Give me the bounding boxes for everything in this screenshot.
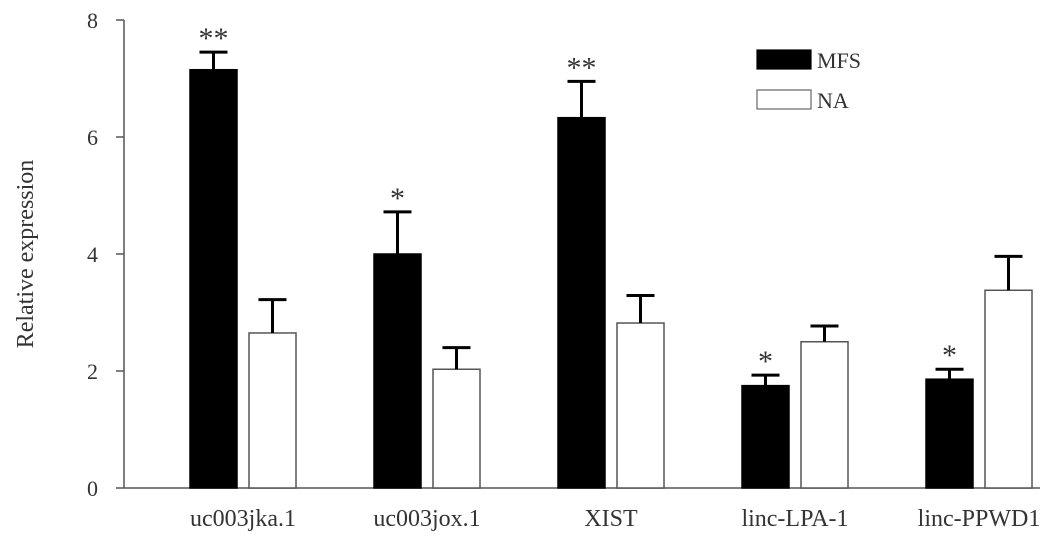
x-axis: uc003jka.1 uc003jox.1 XIST linc-LPA-1 linc-P… [124,487,1041,532]
significance-marker: * [942,339,957,372]
y-tick-label: 6 [87,125,98,150]
significance-marker: ** [567,51,597,84]
x-tick-label: uc003jox.1 [373,506,480,532]
bar-group: ** [189,22,297,489]
bar-na [616,322,665,489]
x-tick-label: linc-PPWD1 [918,506,1041,532]
bar-mfs [557,116,606,489]
bar-mfs [373,253,422,489]
significance-marker: * [758,345,773,378]
legend-swatch-na [756,89,812,110]
bar-group: * [741,324,849,489]
bar-na [984,289,1033,489]
legend-label: MFS [817,48,861,73]
bar-mfs [189,68,238,489]
x-tick-label: XIST [584,506,638,532]
legend-label: NA [817,88,849,113]
bars: ****** * [189,22,1033,489]
significance-marker: ** [199,22,229,55]
bar-na [800,341,849,489]
significance-marker: * [390,182,405,215]
legend: MFS NA [756,48,861,113]
x-tick-label: linc-LPA-1 [741,506,848,532]
bar-na [248,332,297,489]
y-axis: 0 2 4 6 8 [87,8,125,501]
y-tick-label: 0 [87,476,98,501]
x-tick-label: uc003jka.1 [190,506,296,532]
bar-mfs [741,384,790,489]
y-tick-label: 4 [87,242,98,267]
y-tick-label: 8 [87,8,98,33]
y-tick-label: 2 [87,359,98,384]
bar-na [432,368,481,489]
bar-group: * [373,182,481,489]
bar-mfs [925,378,974,489]
legend-swatch-mfs [756,49,812,70]
y-axis-title: Relative expression [13,160,39,349]
bar-group: * [925,254,1033,489]
bar-group: ** [557,51,665,489]
